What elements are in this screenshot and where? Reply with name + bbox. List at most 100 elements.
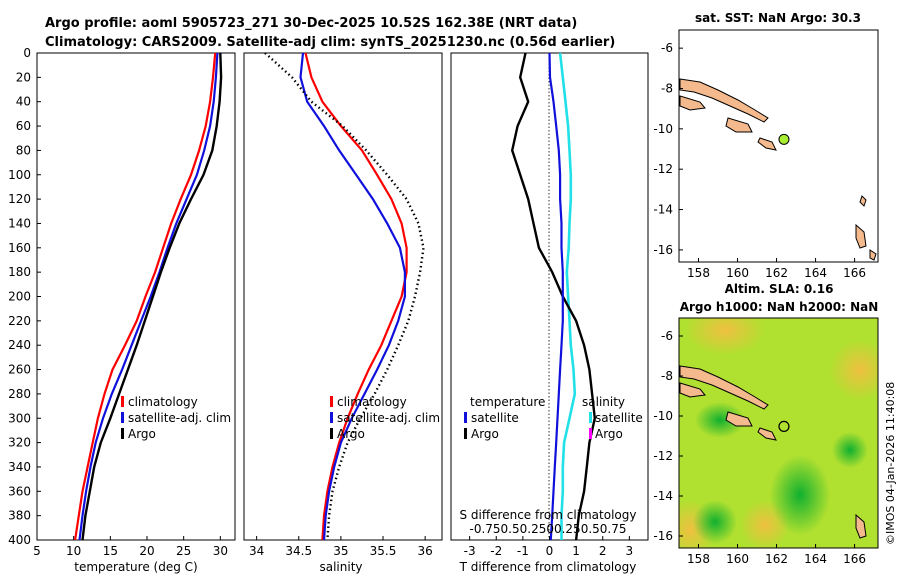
sla-map-axes [678,317,879,549]
legend-climatology: climatology [337,395,407,409]
salinity-axes [243,52,443,541]
lat-tick-label: -12 [653,162,673,176]
lat-tick-label: -8 [661,82,673,96]
lat-tick-label: -14 [653,489,673,503]
sst-land [679,78,877,261]
x-tick-label: 25 [176,544,191,558]
series-line-climatology [74,52,217,541]
series-line-t-satellite [558,52,577,540]
legend-s-satellite: satellite [595,411,643,425]
depth-tick-label: 0 [23,46,31,60]
sla-x-ticks: 158 160 162 164 166 [687,544,866,566]
salinity-diff-legend: salinity satellite Argo [582,395,643,441]
legend-swatch-s-argo [589,428,592,439]
depth-tick-label: 260 [8,363,31,377]
lat-tick-label: -14 [653,203,673,217]
depth-tick-label: 80 [16,143,31,157]
depth-tick-label: 20 [16,70,31,84]
sla-low-1 [693,500,737,544]
island-west [679,382,706,398]
legend-argo: Argo [128,427,156,441]
lat-tick-label: -10 [653,122,673,136]
lon-tick-label: 164 [804,552,827,566]
island-chain-north [679,78,769,123]
sla-low-2 [770,455,830,535]
legend-t-satellite: satellite [471,411,519,425]
series-line-satellite-adj-clim [78,52,219,541]
lon-tick-label: 158 [687,552,710,566]
island-west [679,95,706,111]
x-tick-label: 1 [572,544,580,558]
legend-s-argo: Argo [595,427,623,441]
depth-tick-label: 180 [8,265,31,279]
depth-tick-label: 300 [8,411,31,425]
lon-tick-label: 162 [765,552,788,566]
x-tick-label: 3 [626,544,634,558]
difference-axes [450,52,649,541]
difference-x-ticks: -3 -2 -1 0 1 2 3 [464,536,634,558]
lat-tick-label: -6 [661,41,673,55]
temperature-xlabel: temperature (deg C) [74,560,197,574]
depth-tick-label: 340 [8,460,31,474]
legend-swatch-satellite [330,412,333,423]
x-tick-label: 5 [33,544,41,558]
x-tick-label: 35 [333,544,348,558]
temperature-panel: 0 20 40 60 80 100 120 140 160 180 200 220 240 260 280 3… [8,46,455,574]
x-tick-label: -1 [517,544,529,558]
lon-tick-label: 158 [687,266,710,280]
x-tick-label: 2 [599,544,607,558]
x-tick-label: 35.5 [370,544,397,558]
legend-argo: Argo [337,427,365,441]
x-tick-label: 0 [546,544,554,558]
sst-x-ticks: 158 160 162 164 166 [687,258,866,280]
salinity-series [264,52,425,541]
lat-tick-label: -12 [653,449,673,463]
salinity-x-ticks: 34 34.5 35 35.5 36 [249,536,433,558]
lat-tick-label: -8 [661,369,673,383]
x-tick-label: 36 [418,544,433,558]
series-line-argo [81,52,223,541]
sla-map-title-1: Altim. SLA: 0.16 [725,282,834,296]
island-makira [757,137,777,151]
legend-salinity-title: salinity [582,395,625,409]
sla-land [679,365,867,539]
island-small [859,195,867,207]
depth-tick-label: 240 [8,338,31,352]
sst-y-ticks: -6 -8 -10 -12 -14 -16 [653,41,683,257]
sla-high-2 [830,340,878,400]
lat-tick-label: -16 [653,243,673,257]
legend-swatch-climatology [121,396,124,407]
legend-swatch-satellite [464,412,467,423]
x-tick-label: 15 [103,544,118,558]
float-position-marker [778,420,790,432]
legend-swatch-climatology [330,396,333,407]
depth-tick-label: 380 [8,509,31,523]
depth-tick-label: 320 [8,436,31,450]
series-line-s-satellite [548,52,564,541]
lat-tick-label: -6 [661,329,673,343]
lat-tick-label: -16 [653,529,673,543]
s-difference-ticks: -0.750.50.2500.250.50.75 [469,522,626,536]
depth-ticks: 0 20 40 60 80 100 120 140 160 180 200 220 240 260 280 3… [8,46,455,547]
sla-low-4 [695,402,745,438]
sla-map-title-2: Argo h1000: NaN h2000: NaN [680,300,879,314]
temperature-x-ticks: 5 10 15 20 25 30 [33,536,228,558]
depth-tick-label: 160 [8,241,31,255]
float-position-marker [778,133,790,145]
salinity-xlabel: salinity [319,560,362,574]
island-guadalcanal [725,411,753,427]
island-vanuatu [855,513,867,539]
lat-tick-label: -10 [653,409,673,423]
legend-satellite: satellite-adj. clim [337,411,440,425]
x-tick-label: 10 [66,544,81,558]
depth-tick-label: 220 [8,314,31,328]
difference-series [510,52,597,541]
legend-swatch-argo [330,428,333,439]
x-tick-label: -2 [490,544,502,558]
sla-map-panel: Altim. SLA: 0.16 Argo h1000: NaN h2000: … [653,282,879,566]
legend-temperature-title: temperature [470,395,545,409]
sst-map-title: sat. SST: NaN Argo: 30.3 [695,11,861,25]
depth-tick-label: 120 [8,192,31,206]
x-tick-label: 30 [213,544,228,558]
